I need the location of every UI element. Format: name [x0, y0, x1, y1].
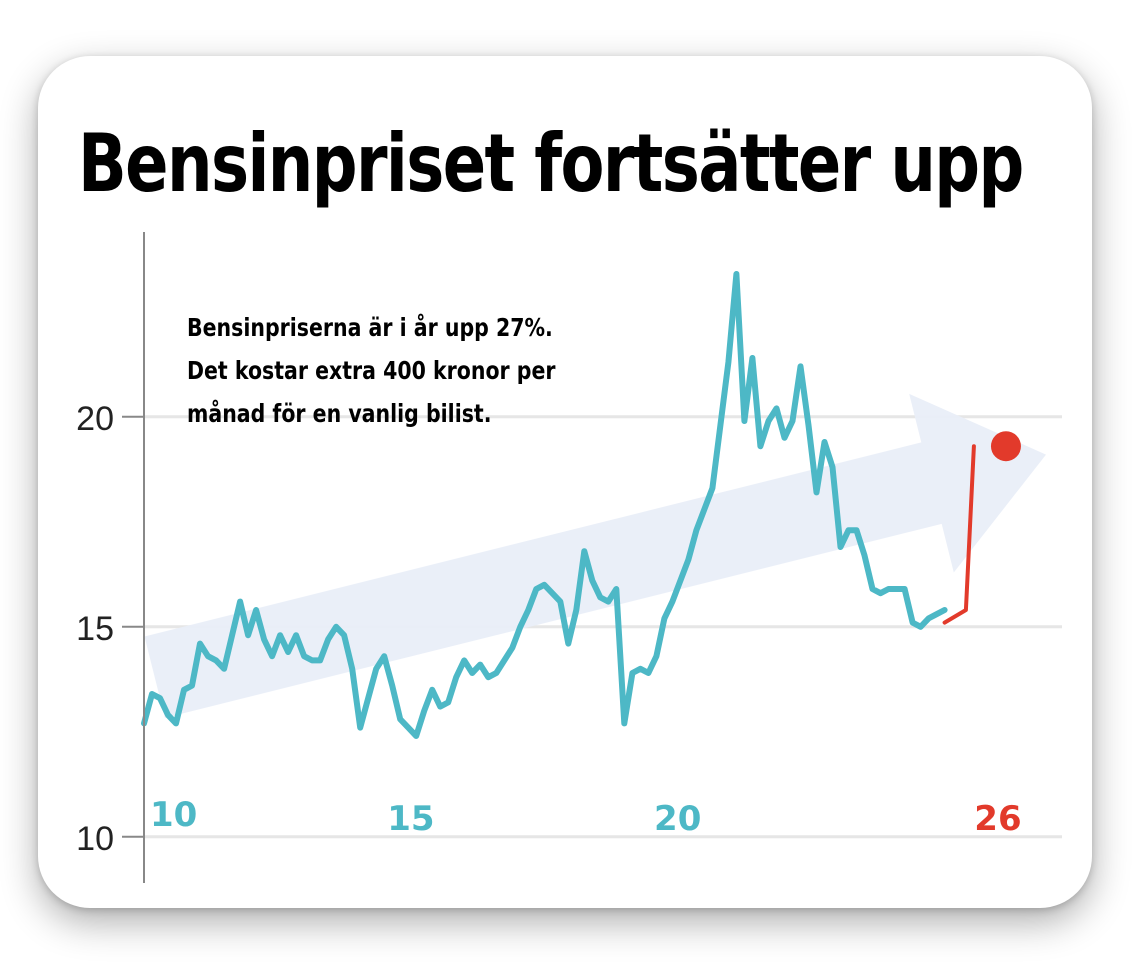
trend-arrow — [144, 393, 1046, 718]
y-tick-labels: 10 15 20 — [76, 400, 114, 858]
x-tick-label: 26 — [974, 799, 1021, 839]
annotation-line: Bensinpriserna är i år upp 27%. — [187, 313, 553, 342]
y-tick-label: 15 — [76, 610, 114, 648]
y-tick-label: 10 — [76, 820, 114, 858]
x-tick-label: 15 — [387, 799, 434, 839]
x-tick-label: 10 — [150, 795, 197, 835]
endpoint-marker — [990, 431, 1021, 462]
series-lines — [141, 271, 976, 739]
annotation-line: månad för en vanlig bilist. — [187, 399, 492, 428]
annotation-text: Bensinpriserna är i år upp 27%. Det kost… — [187, 306, 555, 435]
annotation-line: Det kostar extra 400 kronor per — [187, 356, 556, 385]
projection-line — [942, 444, 976, 625]
trend-arrow-group — [144, 393, 1046, 718]
x-tick-labels: 10 15 20 26 — [150, 795, 1022, 839]
history-line — [141, 271, 948, 739]
markers — [990, 431, 1021, 462]
chart-title: Bensinpriset fortsätter upp — [78, 117, 1024, 210]
y-tick-label: 20 — [76, 400, 114, 438]
x-tick-label: 20 — [654, 799, 701, 839]
